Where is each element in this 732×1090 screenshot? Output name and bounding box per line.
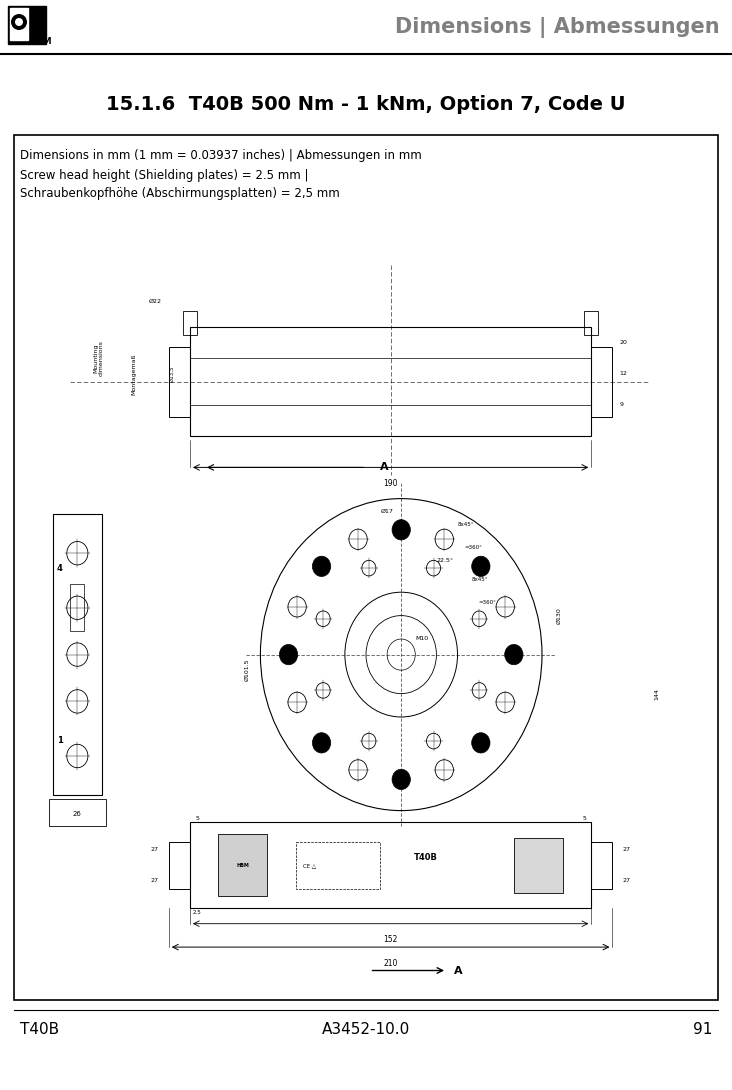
- Text: 5: 5: [582, 816, 586, 821]
- Text: 27: 27: [151, 879, 159, 883]
- Text: T40B: T40B: [20, 1022, 59, 1038]
- Bar: [591, 841, 613, 888]
- Text: 26: 26: [73, 811, 82, 818]
- Circle shape: [471, 556, 490, 577]
- Text: Ø17: Ø17: [381, 509, 394, 514]
- Text: 12: 12: [619, 372, 627, 376]
- Bar: [169, 841, 190, 888]
- Text: HBM: HBM: [30, 37, 51, 46]
- Bar: [8, 7, 46, 44]
- Circle shape: [280, 644, 298, 665]
- Text: 4: 4: [57, 565, 63, 573]
- Text: 144: 144: [654, 688, 660, 700]
- Text: 2.5: 2.5: [193, 909, 201, 915]
- Text: Schraubenkopfhöhe (Abschirmungsplatten) = 2,5 mm: Schraubenkopfhöhe (Abschirmungsplatten) …: [20, 186, 340, 199]
- Bar: [190, 822, 591, 908]
- Bar: [169, 347, 190, 416]
- Text: 27: 27: [622, 879, 630, 883]
- Text: 27: 27: [622, 847, 630, 852]
- Text: M10: M10: [415, 637, 428, 642]
- Text: 27: 27: [151, 847, 159, 852]
- Text: Dimensions | Abmessungen: Dimensions | Abmessungen: [395, 17, 720, 38]
- Bar: [190, 327, 591, 436]
- Circle shape: [313, 732, 331, 753]
- Bar: [70, 584, 84, 631]
- Circle shape: [504, 644, 523, 665]
- Circle shape: [313, 556, 331, 577]
- Bar: [183, 312, 197, 335]
- Text: 20: 20: [619, 340, 627, 346]
- Bar: [49, 799, 105, 826]
- Text: Montagemaß: Montagemaß: [131, 353, 136, 395]
- Text: Ø130: Ø130: [556, 607, 561, 623]
- Text: A3452-10.0: A3452-10.0: [322, 1022, 410, 1038]
- Text: 190: 190: [384, 480, 398, 488]
- Circle shape: [392, 520, 411, 540]
- Bar: [591, 347, 613, 416]
- Bar: [514, 838, 563, 893]
- Text: A: A: [380, 462, 389, 472]
- Text: 1: 1: [57, 736, 63, 744]
- Text: =360°: =360°: [465, 545, 482, 550]
- Text: 22.5°: 22.5°: [436, 558, 453, 564]
- Text: A: A: [454, 966, 463, 976]
- Text: 152: 152: [384, 935, 397, 944]
- Text: 15.1.6  T40B 500 Nm - 1 kNm, Option 7, Code U: 15.1.6 T40B 500 Nm - 1 kNm, Option 7, Co…: [106, 96, 626, 114]
- Text: Mounting
dimensions: Mounting dimensions: [93, 340, 104, 376]
- Circle shape: [471, 732, 490, 753]
- Bar: [53, 514, 102, 795]
- Text: CE △: CE △: [302, 862, 315, 868]
- Text: 210: 210: [384, 959, 397, 968]
- Text: =360°: =360°: [479, 600, 496, 605]
- Circle shape: [15, 19, 23, 26]
- Circle shape: [11, 14, 27, 31]
- Bar: [584, 312, 598, 335]
- Bar: [14, 135, 718, 1000]
- Text: 91: 91: [692, 1022, 712, 1038]
- Text: 5: 5: [195, 816, 199, 821]
- Text: T40B: T40B: [414, 852, 438, 862]
- Text: 8x45°: 8x45°: [458, 522, 474, 526]
- Text: Dimensions in mm (1 mm = 0.03937 inches) | Abmessungen in mm: Dimensions in mm (1 mm = 0.03937 inches)…: [20, 148, 422, 161]
- Text: Ø101.5: Ø101.5: [244, 659, 250, 681]
- Text: Ø22: Ø22: [149, 299, 161, 304]
- Text: HBM: HBM: [236, 862, 249, 868]
- Bar: [296, 841, 380, 888]
- Text: Ø13,5: Ø13,5: [170, 365, 175, 383]
- Text: 9: 9: [619, 402, 624, 408]
- Circle shape: [392, 770, 411, 789]
- Text: Screw head height (Shielding plates) = 2.5 mm |: Screw head height (Shielding plates) = 2…: [20, 169, 308, 182]
- Bar: [218, 834, 267, 896]
- Text: 8x45°: 8x45°: [471, 577, 488, 582]
- Bar: [10, 8, 28, 40]
